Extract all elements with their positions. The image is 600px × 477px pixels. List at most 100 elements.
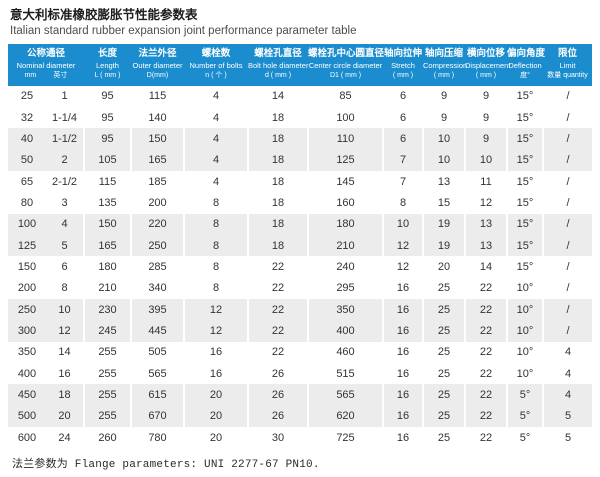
table-cell: 16 — [382, 341, 423, 364]
table-cell: 8 — [183, 192, 248, 214]
table-cell: 565 — [307, 384, 383, 406]
column-title-en: Nominal diameter — [16, 61, 76, 71]
table-cell: 160 — [307, 192, 383, 214]
table-cell: 4 — [183, 85, 248, 107]
table-cell: 150 — [17, 260, 37, 273]
table-cell: 150 — [83, 213, 131, 235]
table-row: 40 1-1/2 95 150 4 18 110 6 10 9 15° / — [8, 128, 592, 150]
column-header-nominal-diameter: 公称通径 Nominal diameter mm 英寸 — [8, 43, 84, 86]
table-cell: 600 — [17, 431, 37, 444]
table-cell: 8 — [382, 192, 423, 214]
column-header-compression: 轴向压缩 Compression( mm ) — [423, 43, 467, 86]
table-cell: 95 — [83, 106, 131, 129]
table-cell: 9 — [464, 85, 507, 107]
table-cell: 10 — [464, 149, 507, 171]
table-cell: 95 — [83, 128, 131, 150]
parameter-table: 公称通径 Nominal diameter mm 英寸 长度 Length L ( mm )… — [8, 43, 592, 449]
table-cell: 16 — [382, 405, 423, 428]
table-cell: 25 — [20, 90, 34, 103]
table-cell: 5° — [506, 384, 543, 406]
table-cell: 25 — [422, 341, 465, 364]
table-row: 32 1-1/4 95 140 4 18 100 6 9 9 15° / — [8, 106, 592, 129]
table-cell: 22 — [464, 427, 507, 449]
table-row: 200 8 210 340 8 22 295 16 25 22 10° / — [8, 277, 592, 299]
table-cell: 4 — [183, 149, 248, 171]
column-unit: mm 英寸 — [8, 71, 84, 80]
column-header-limit: 限位 Limit 数量 quantity — [543, 43, 592, 86]
table-cell: 5 — [46, 234, 84, 257]
table-cell: 25 — [422, 363, 465, 385]
table-cell: 115 — [130, 85, 184, 107]
table-cell: 20 — [183, 427, 248, 449]
table-cell: 50 — [8, 149, 46, 171]
table-cell: 200 — [130, 192, 184, 214]
column-title-zh: 螺栓孔中心圆直径 — [308, 48, 385, 60]
table-cell: 18 — [247, 149, 308, 171]
page-title: 意大利标准橡胶膨胀节性能参数表 — [10, 8, 198, 22]
table-cell: 200 — [17, 282, 37, 295]
column-unit: n ( 个 ) — [205, 71, 227, 79]
column-header-length: 长度 Length L ( mm ) — [84, 43, 131, 86]
table-cell: 13 — [464, 213, 507, 235]
table-cell: 10 — [382, 213, 423, 235]
table-cell: 5° — [506, 405, 543, 428]
table-row: 250 10 230 395 12 22 350 16 25 22 10° / — [8, 299, 592, 321]
table-cell: 32 — [20, 111, 34, 124]
table-cell: 14 — [58, 346, 71, 359]
table-cell: 15° — [506, 234, 543, 257]
table-cell: 295 — [307, 277, 383, 299]
column-title-zh: 螺栓孔直径 — [254, 48, 302, 60]
table-cell: 14 — [247, 85, 308, 107]
table-cell: 6 — [382, 106, 423, 129]
table-cell: 150 — [130, 128, 184, 150]
column-title-zh: 法兰外径 — [138, 48, 177, 60]
table-cell: 12 — [183, 299, 248, 321]
table-cell: 210 — [307, 234, 383, 257]
table-cell: 10° — [506, 277, 543, 299]
table-cell: 245 — [83, 320, 131, 342]
table-row: 100 4 150 220 8 18 180 10 19 13 15° / — [8, 213, 592, 235]
table-cell: 4 — [183, 128, 248, 150]
table-cell: 15° — [506, 106, 543, 129]
table-cell: 16 — [382, 384, 423, 406]
table-cell: 25 — [422, 384, 465, 406]
table-cell: 6 — [382, 85, 423, 107]
table-cell: / — [542, 170, 592, 193]
table-row: 150 6 180 285 8 22 240 12 20 14 15° / — [8, 256, 592, 278]
table-row: 300 12 245 445 12 22 400 16 25 22 10° / — [8, 320, 592, 342]
table-cell: 500 — [8, 405, 46, 428]
column-header-bolt-hole-diameter: 螺栓孔直径 Bolt hole diameter d ( mm ) — [248, 43, 308, 86]
table-cell: 16 — [183, 363, 248, 385]
column-header-number-of-bolts: 螺栓数 Number of bolts n ( 个 ) — [184, 43, 248, 86]
table-cell: 12 — [183, 320, 248, 342]
table-cell: 250 — [8, 299, 46, 321]
table-cell: 620 — [307, 405, 383, 428]
table-cell: 255 — [83, 384, 131, 406]
table-cell: 22 — [247, 341, 308, 364]
table-cell: 16 — [382, 299, 423, 321]
table-cell: 250 — [130, 234, 184, 257]
table-cell: 1-1/2 — [46, 128, 84, 150]
table-cell: / — [542, 256, 592, 278]
table-cell: / — [542, 277, 592, 299]
table-cell: 15° — [506, 85, 543, 107]
table-cell: 615 — [130, 384, 184, 406]
table-cell: 25 — [422, 320, 465, 342]
table-cell: 15° — [506, 128, 543, 150]
table-cell: 19 — [422, 234, 465, 257]
table-cell: 15° — [506, 149, 543, 171]
table-cell: 255 — [83, 363, 131, 385]
table-cell: 10° — [506, 363, 543, 385]
table-cell: 395 — [130, 299, 184, 321]
table-cell: 15° — [506, 192, 543, 214]
table-cell: 16 — [382, 320, 423, 342]
table-row: 450 18 255 615 20 26 565 16 25 22 5° 4 — [8, 384, 592, 406]
table-cell: 65 — [20, 175, 34, 188]
table-cell: 125 — [8, 234, 46, 257]
table-cell: 460 — [307, 341, 383, 364]
table-cell: 10° — [506, 299, 543, 321]
table-cell: 15 — [422, 192, 465, 214]
table-cell: 780 — [130, 427, 184, 449]
table-cell: 22 — [247, 277, 308, 299]
